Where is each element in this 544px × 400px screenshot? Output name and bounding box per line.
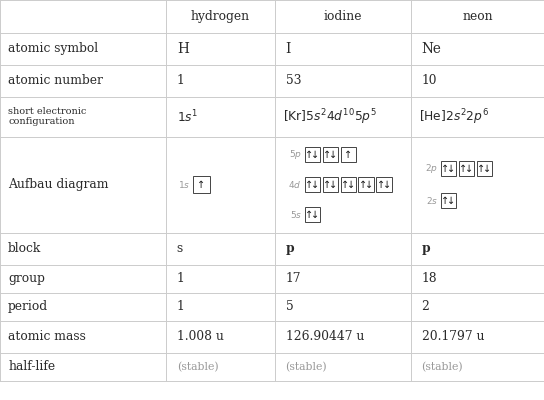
Text: ↑: ↑ [305, 180, 313, 190]
Text: ↑: ↑ [197, 180, 205, 190]
Text: $1s$: $1s$ [178, 179, 190, 190]
Text: 20.1797 u: 20.1797 u [422, 330, 484, 343]
Text: ↑: ↑ [441, 196, 449, 206]
Text: atomic symbol: atomic symbol [8, 42, 98, 55]
Text: half-life: half-life [8, 360, 55, 373]
Text: ↓: ↓ [483, 164, 491, 174]
Text: ↓: ↓ [311, 210, 319, 220]
Bar [305, 207, 320, 222]
Text: block: block [8, 242, 41, 255]
Text: ↑: ↑ [459, 164, 467, 174]
Text: $5s$: $5s$ [290, 209, 302, 220]
Text: $[\mathrm{Kr}]5s^{2}4d^{10}5p^{5}$: $[\mathrm{Kr}]5s^{2}4d^{10}5p^{5}$ [283, 107, 376, 126]
Text: $2p$: $2p$ [425, 162, 438, 175]
Bar [323, 177, 338, 192]
Text: (stable): (stable) [286, 362, 327, 372]
Text: H: H [177, 42, 189, 56]
Bar [323, 147, 338, 162]
Text: 1: 1 [177, 300, 184, 313]
Text: $5p$: $5p$ [289, 148, 302, 161]
Text: p: p [422, 242, 430, 255]
Text: ↓: ↓ [383, 180, 391, 190]
Text: ↑: ↑ [377, 180, 385, 190]
Text: ↓: ↓ [311, 180, 319, 190]
Text: ↑: ↑ [323, 150, 331, 160]
Text: ↓: ↓ [347, 180, 355, 190]
Bar [341, 147, 356, 162]
Bar [193, 176, 210, 193]
Bar [305, 147, 320, 162]
Text: atomic number: atomic number [8, 74, 103, 87]
Text: 5: 5 [286, 300, 293, 313]
Text: $4d$: $4d$ [288, 179, 302, 190]
Text: group: group [8, 272, 45, 285]
Text: (stable): (stable) [177, 362, 219, 372]
Text: $2s$: $2s$ [426, 195, 438, 206]
Text: short electronic
configuration: short electronic configuration [8, 107, 86, 126]
Text: ↑: ↑ [323, 180, 331, 190]
Text: 1.008 u: 1.008 u [177, 330, 224, 343]
Bar [341, 177, 356, 192]
Text: ↑: ↑ [441, 164, 449, 174]
Text: Ne: Ne [422, 42, 442, 56]
Text: ↓: ↓ [329, 150, 337, 160]
Text: neon: neon [462, 10, 493, 23]
Text: 10: 10 [422, 74, 437, 87]
Text: ↓: ↓ [447, 164, 455, 174]
Text: 1: 1 [177, 74, 184, 87]
Bar [477, 161, 492, 176]
Text: $[\mathrm{He}]2s^{2}2p^{6}$: $[\mathrm{He}]2s^{2}2p^{6}$ [419, 107, 489, 126]
Text: ↓: ↓ [329, 180, 337, 190]
Text: period: period [8, 300, 48, 313]
Text: ↓: ↓ [447, 196, 455, 206]
Text: p: p [286, 242, 294, 255]
Text: hydrogen: hydrogen [191, 10, 250, 23]
Text: 53: 53 [286, 74, 301, 87]
Text: 126.90447 u: 126.90447 u [286, 330, 364, 343]
Text: ↓: ↓ [311, 150, 319, 160]
Text: ↑: ↑ [341, 180, 349, 190]
Bar [305, 177, 320, 192]
Text: $1s^{1}$: $1s^{1}$ [177, 108, 198, 125]
Text: ↑: ↑ [344, 150, 352, 160]
Text: ↑: ↑ [477, 164, 485, 174]
Text: atomic mass: atomic mass [8, 330, 86, 343]
Text: 1: 1 [177, 272, 184, 285]
Bar [441, 193, 456, 208]
Text: Aufbau diagram: Aufbau diagram [8, 178, 109, 191]
Text: ↑: ↑ [305, 210, 313, 220]
Bar [358, 177, 374, 192]
Text: (stable): (stable) [422, 362, 463, 372]
Text: 18: 18 [422, 272, 437, 285]
Bar [441, 161, 456, 176]
Text: I: I [286, 42, 291, 56]
Text: 2: 2 [422, 300, 429, 313]
Text: iodine: iodine [324, 10, 362, 23]
Bar [459, 161, 474, 176]
Text: s: s [177, 242, 183, 255]
Text: ↑: ↑ [359, 180, 367, 190]
Text: ↑: ↑ [305, 150, 313, 160]
Text: 17: 17 [286, 272, 301, 285]
Text: ↓: ↓ [365, 180, 373, 190]
Bar [376, 177, 392, 192]
Text: ↓: ↓ [465, 164, 473, 174]
